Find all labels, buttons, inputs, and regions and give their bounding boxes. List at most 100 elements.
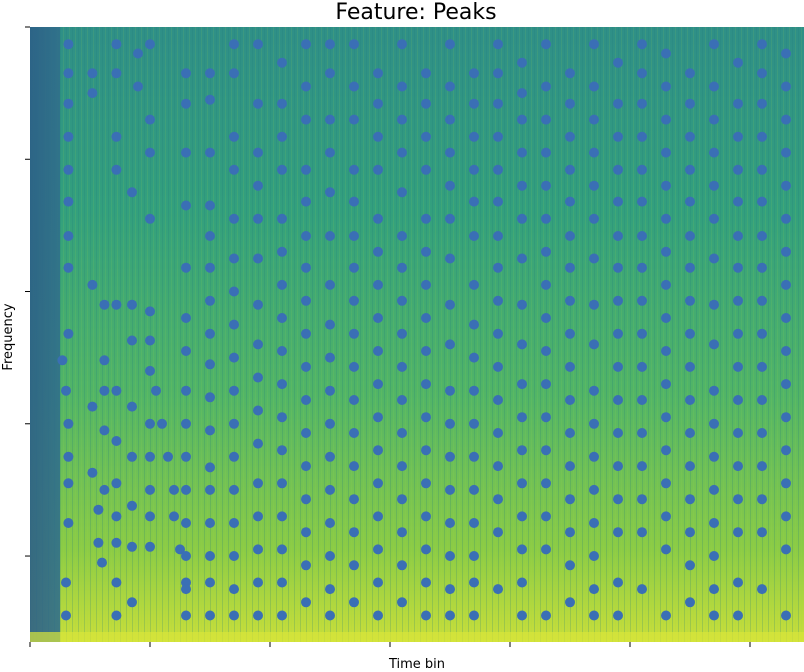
peak-marker [685,428,695,438]
peak-marker [733,196,743,207]
peak-marker [349,428,359,438]
peak-marker [325,231,335,241]
peak-marker [541,478,551,489]
peak-marker [493,164,503,175]
peak-marker [493,584,503,595]
peak-marker [541,246,551,257]
peak-marker [661,511,671,522]
peak-marker [349,597,359,608]
peak-marker [637,494,647,505]
peak-marker [685,164,695,175]
peak-marker [493,231,503,241]
peak-marker [63,478,74,489]
peak-marker [325,584,335,595]
peak-marker [181,484,191,495]
peak-marker [757,395,767,405]
peak-marker [325,187,335,198]
peak-marker [169,511,179,522]
peak-marker [277,346,287,356]
peak-marker [205,262,215,273]
peak-marker [277,279,287,290]
peak-marker [565,494,575,505]
peak-marker [421,131,431,142]
peak-marker [373,379,383,390]
peak-marker [733,361,743,372]
peak-marker [757,164,767,175]
peak-marker [397,328,407,339]
peak-marker [565,98,575,109]
peak-marker [205,577,215,588]
peak-marker [757,527,767,538]
peak-marker [541,180,551,191]
peak-marker [757,361,767,372]
peak-marker [111,478,122,489]
peak-marker [205,551,215,561]
peak-marker [253,213,263,224]
peak-marker [469,164,479,175]
peak-marker [145,114,155,125]
peak-marker [87,279,98,290]
peak-marker [373,346,383,356]
peak-marker [685,461,695,472]
peak-marker [517,544,527,555]
peak-marker [637,39,647,50]
peak-marker [87,88,98,99]
peak-marker [421,610,431,621]
peak-marker [421,412,431,423]
peak-marker [349,494,359,505]
peak-marker [205,462,215,473]
peak-marker [145,147,155,158]
peak-marker [517,147,527,158]
peak-marker [709,299,719,310]
peak-marker [373,577,383,588]
peak-marker [661,279,671,290]
peak-marker [373,610,383,621]
peak-marker [229,253,239,264]
peak-marker [781,213,791,224]
peak-marker [445,39,455,50]
peak-marker [229,319,239,330]
peak-marker [709,253,719,264]
peak-marker [145,39,155,50]
peak-marker [421,511,431,522]
peak-marker [757,131,767,142]
peak-marker [541,213,551,224]
peak-marker [445,147,455,158]
peak-marker [301,164,311,175]
peak-marker [301,428,311,438]
peak-marker [181,518,191,528]
peak-marker [613,231,623,241]
peak-marker [637,428,647,438]
peak-marker [589,147,599,158]
peak-marker [637,527,647,538]
peak-marker [373,412,383,423]
peak-marker [111,68,122,79]
peak-marker [541,39,551,50]
peak-marker [145,365,155,376]
peak-marker [517,412,527,423]
peak-marker [301,494,311,505]
peak-marker [169,484,179,495]
peak-marker [277,577,287,588]
peak-marker [181,551,191,561]
peak-marker [97,557,107,568]
peak-marker [397,560,407,571]
peak-marker [253,577,263,588]
peak-marker [589,339,599,350]
peak-marker [181,98,191,109]
peak-marker [493,328,503,339]
peak-marker [541,445,551,456]
peak-marker [163,451,173,462]
peak-marker [445,114,455,125]
peak-marker [325,319,335,330]
peak-marker [133,81,143,92]
peak-marker [397,527,407,538]
peak-marker [87,467,98,478]
peak-marker [709,385,719,396]
peak-marker [349,361,359,372]
peak-marker [733,428,743,438]
peak-marker [181,200,191,211]
peak-marker [493,131,503,142]
peak-marker [397,395,407,405]
peak-marker [613,164,623,175]
